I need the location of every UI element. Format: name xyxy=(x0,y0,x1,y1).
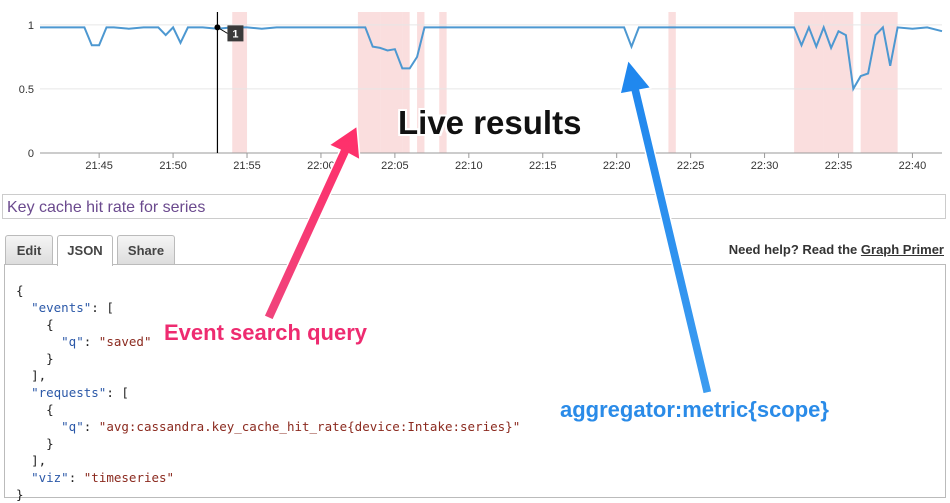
help-text: Need help? Read the Graph Primer xyxy=(729,242,944,257)
code-viz-key: "viz" xyxy=(31,470,69,485)
code-punct: : xyxy=(83,334,99,349)
event-search-query-label: Event search query xyxy=(164,320,367,345)
event-band xyxy=(808,12,824,153)
event-band xyxy=(794,12,809,153)
x-tick-label: 22:05 xyxy=(381,160,409,172)
x-tick-label: 22:25 xyxy=(677,160,705,172)
tab-json[interactable]: JSON xyxy=(57,235,113,266)
event-band xyxy=(357,12,381,153)
code-brace: } xyxy=(46,351,54,366)
code-punct: : [ xyxy=(106,385,129,400)
code-brace: } xyxy=(16,487,24,502)
code-punct: : xyxy=(68,470,84,485)
chart-gridlines xyxy=(40,24,942,154)
cursor-badge xyxy=(227,25,244,42)
event-band xyxy=(417,12,425,153)
event-band xyxy=(380,12,403,153)
timeseries-chart[interactable]: 00.51 21:45 21:50 21:55 22:00 22:05 22:10 22:1… xyxy=(0,0,950,185)
x-tick-label: 22:40 xyxy=(899,160,927,172)
x-tick-label: 22:00 xyxy=(307,160,335,172)
code-events-key: "events" xyxy=(31,300,92,315)
json-editor[interactable]: { "events": [ { "q": "saved" } ], "reque… xyxy=(4,264,946,502)
code-requests-query: "avg:cassandra.key_cache_hit_rate{device… xyxy=(98,419,521,434)
code-viz-value: "timeseries" xyxy=(83,470,175,485)
graph-primer-link[interactable]: Graph Primer xyxy=(860,242,944,257)
event-band xyxy=(232,12,248,153)
help-prefix: Need help? Read the xyxy=(728,242,861,257)
graph-title: Key cache hit rate for series xyxy=(7,199,206,216)
code-events-query: "saved" xyxy=(98,334,152,349)
code-punct: ], xyxy=(31,453,47,468)
x-tick-label: 22:35 xyxy=(825,160,853,172)
hover-cursor: 1 xyxy=(214,12,244,153)
code-brace: { xyxy=(46,402,54,417)
x-tick-label: 22:15 xyxy=(529,160,557,172)
x-axis-ticks: 21:45 21:50 21:55 22:00 22:05 22:10 22:15 22:20… xyxy=(85,153,926,172)
x-tick-label: 22:20 xyxy=(603,160,631,172)
cursor-badge-label: 1 xyxy=(232,28,238,40)
y-axis-ticks: 00.51 xyxy=(19,20,34,160)
json-code[interactable]: { "events": [ { "q": "saved" } ], "reque… xyxy=(16,282,520,503)
y-tick-label: 1 xyxy=(28,20,34,32)
event-band xyxy=(668,12,676,153)
tab-share[interactable]: Share xyxy=(117,235,175,265)
code-brace: } xyxy=(46,436,54,451)
series-line[interactable] xyxy=(40,24,943,92)
live-results-label: Live results xyxy=(398,104,582,141)
y-tick-label: 0.5 xyxy=(19,84,34,96)
code-q-key: "q" xyxy=(61,334,84,349)
x-tick-label: 21:55 xyxy=(233,160,261,172)
event-band xyxy=(860,12,898,153)
x-tick-label: 21:45 xyxy=(85,160,113,172)
event-bands xyxy=(232,12,898,153)
code-q-key: "q" xyxy=(61,419,84,434)
cursor-leader xyxy=(217,26,228,34)
graph-title-field[interactable]: Key cache hit rate for series xyxy=(2,194,946,219)
code-brace: { xyxy=(46,317,54,332)
x-tick-label: 22:10 xyxy=(455,160,483,172)
code-punct: ], xyxy=(31,368,47,383)
x-tick-label: 21:50 xyxy=(159,160,187,172)
code-punct: : xyxy=(83,419,99,434)
event-band xyxy=(823,12,854,153)
tab-edit[interactable]: Edit xyxy=(5,235,53,265)
code-requests-key: "requests" xyxy=(31,385,107,400)
aggregator-metric-scope-label: aggregator:metric{scope} xyxy=(560,397,829,422)
y-tick-label: 0 xyxy=(28,148,34,160)
code-punct: : [ xyxy=(91,300,114,315)
x-tick-label: 22:30 xyxy=(751,160,779,172)
event-band xyxy=(402,12,410,153)
code-brace: { xyxy=(16,283,24,298)
event-band xyxy=(439,12,447,153)
